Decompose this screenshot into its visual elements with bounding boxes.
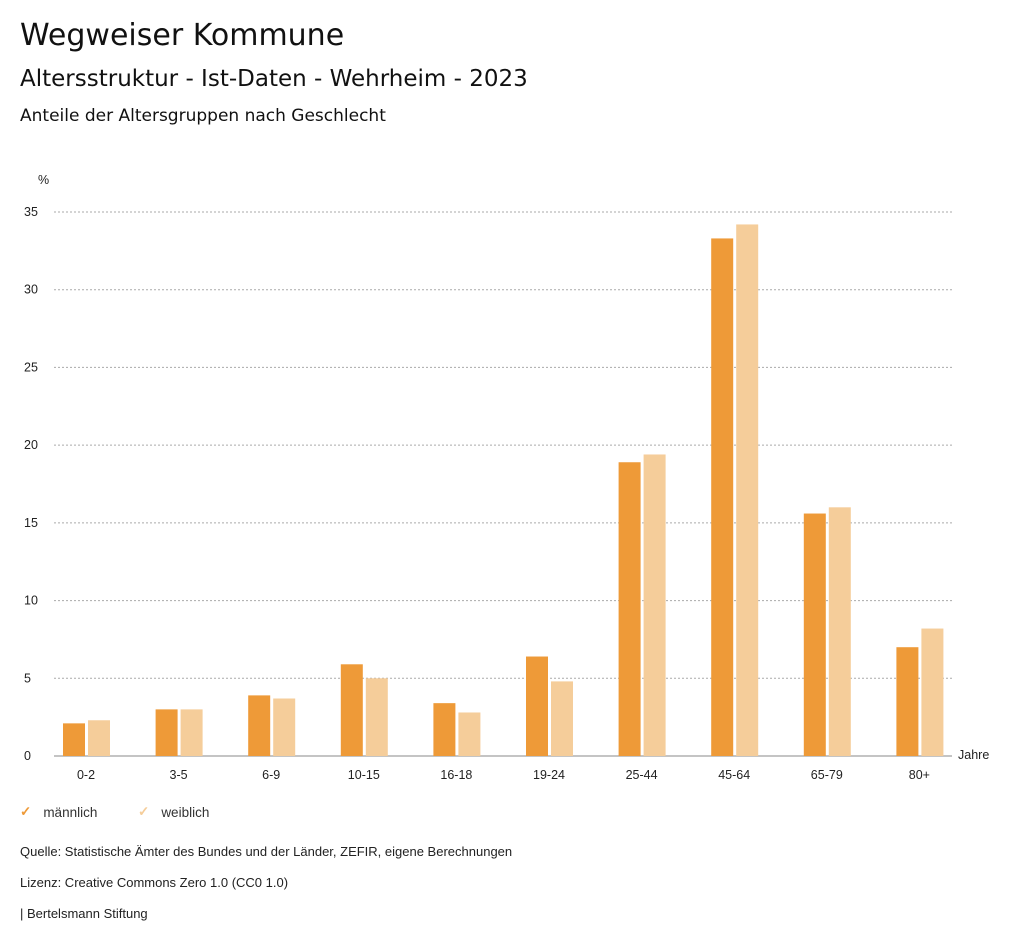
y-tick-label: 15 xyxy=(24,516,38,530)
bar-weiblich-6-9 xyxy=(273,698,296,756)
x-tick-label: 3-5 xyxy=(170,768,188,782)
x-tick-label: 16-18 xyxy=(440,768,472,782)
brand-note: | Bertelsmann Stiftung xyxy=(20,906,148,921)
bar-männlich-65-79 xyxy=(803,513,826,756)
license-note: Lizenz: Creative Commons Zero 1.0 (CC0 1… xyxy=(20,875,289,890)
legend-label: weiblich xyxy=(161,804,210,820)
x-axis-label: Jahre xyxy=(958,748,989,762)
y-tick-label: 25 xyxy=(24,360,38,374)
x-tick-label: 25-44 xyxy=(626,768,658,782)
bar-männlich-80+ xyxy=(896,647,919,756)
bar-männlich-45-64 xyxy=(711,238,734,756)
y-tick-label: 5 xyxy=(24,671,31,685)
page-subtitle: Altersstruktur - Ist-Daten - Wehrheim - … xyxy=(20,66,528,92)
x-tick-label: 45-64 xyxy=(718,768,750,782)
x-tick-label: 19-24 xyxy=(533,768,565,782)
x-tick-label: 80+ xyxy=(909,768,930,782)
bar-männlich-0-2 xyxy=(63,723,85,756)
bar-männlich-25-44 xyxy=(618,462,641,756)
x-tick-label: 6-9 xyxy=(262,768,280,782)
legend-item-maennlich[interactable]: ✓ männlich xyxy=(20,804,97,820)
y-tick-label: 10 xyxy=(24,594,38,608)
x-tick-label: 0-2 xyxy=(77,768,95,782)
bar-männlich-6-9 xyxy=(248,695,271,756)
source-note: Quelle: Statistische Ämter des Bundes un… xyxy=(20,844,513,859)
x-tick-label: 10-15 xyxy=(348,768,380,782)
check-icon: ✓ xyxy=(138,804,150,819)
bar-weiblich-65-79 xyxy=(828,507,851,756)
y-tick-label: 20 xyxy=(24,438,38,452)
bar-männlich-19-24 xyxy=(526,656,548,756)
bar-weiblich-10-15 xyxy=(365,678,388,756)
bar-männlich-16-18 xyxy=(433,703,456,756)
bar-weiblich-3-5 xyxy=(180,709,203,756)
bar-chart: % Jahre 0 5 10 15 20 25 30 35 0-2 3-5 6-9 10-15 16-1… xyxy=(24,173,989,782)
bar-männlich-3-5 xyxy=(155,709,178,756)
app-title: Wegweiser Kommune xyxy=(20,18,345,53)
bar-weiblich-19-24 xyxy=(551,681,573,756)
bar-weiblich-25-44 xyxy=(643,454,666,756)
bar-weiblich-16-18 xyxy=(458,712,481,756)
legend-label: männlich xyxy=(43,804,98,820)
bar-weiblich-80+ xyxy=(921,628,944,756)
y-axis-label: % xyxy=(38,173,49,187)
chart-title: Anteile der Altersgruppen nach Geschlech… xyxy=(20,106,386,126)
y-tick-label: 35 xyxy=(24,205,38,219)
y-tick-label: 0 xyxy=(24,749,31,763)
bar-weiblich-0-2 xyxy=(88,720,110,756)
bar-männlich-10-15 xyxy=(340,664,363,756)
x-tick-label: 65-79 xyxy=(811,768,843,782)
bar-weiblich-45-64 xyxy=(736,224,759,757)
y-tick-label: 30 xyxy=(24,283,38,297)
legend-item-weiblich[interactable]: ✓ weiblich xyxy=(138,804,209,820)
check-icon: ✓ xyxy=(20,804,32,819)
